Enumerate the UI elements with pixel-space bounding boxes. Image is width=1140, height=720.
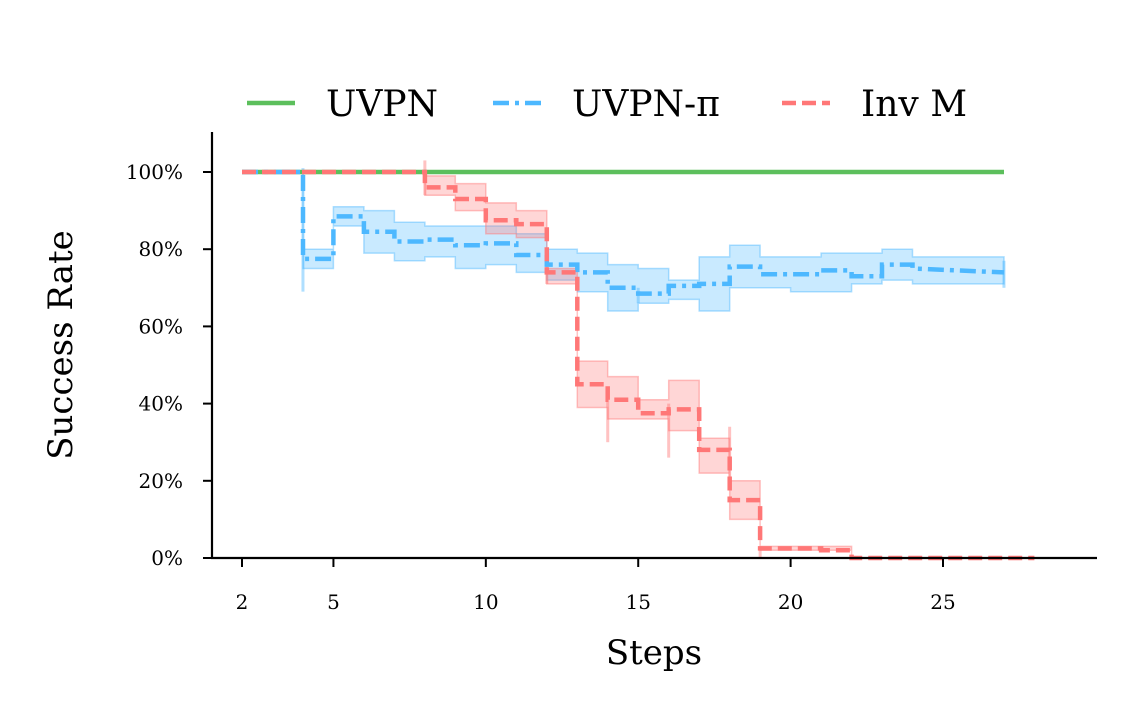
y-tick-label-100: 100% [126, 160, 183, 184]
band-inv-m [242, 171, 1035, 559]
series-lines [242, 169, 1035, 561]
line-inv-m [242, 169, 1035, 561]
y-tick-label-0: 0% [151, 546, 183, 570]
line-uvpn [242, 169, 1005, 296]
x-tick-label-20: 20 [778, 590, 803, 614]
y-tick-label-80: 80% [139, 237, 183, 261]
x-tick-label-5: 5 [327, 590, 340, 614]
x-tick-label-2: 2 [236, 590, 249, 614]
x-axis-label: Steps [606, 633, 702, 673]
x-tick-label-15: 15 [625, 590, 650, 614]
legend-label-uvpn: UVPN [326, 84, 438, 125]
x-tick-label-25: 25 [930, 590, 955, 614]
x-tick-label-10: 10 [473, 590, 498, 614]
y-axis-label: Success Rate [41, 230, 81, 460]
legend: UVPN UVPN-π Inv M [247, 84, 967, 125]
y-ticks: 0% 20% 40% 60% 80% 100% [126, 160, 212, 570]
legend-label-inv-m: Inv M [861, 84, 967, 125]
legend-label-uvpn: UVPN-π [572, 84, 720, 125]
y-tick-label-60: 60% [139, 314, 183, 338]
band-uvpn [242, 171, 1005, 312]
x-ticks: 2 5 10 15 20 25 [236, 558, 956, 614]
axes [210, 132, 1097, 560]
y-tick-label-20: 20% [139, 469, 183, 493]
y-tick-label-40: 40% [139, 392, 183, 416]
confidence-bands [242, 171, 1035, 559]
error-bars [301, 160, 1006, 558]
